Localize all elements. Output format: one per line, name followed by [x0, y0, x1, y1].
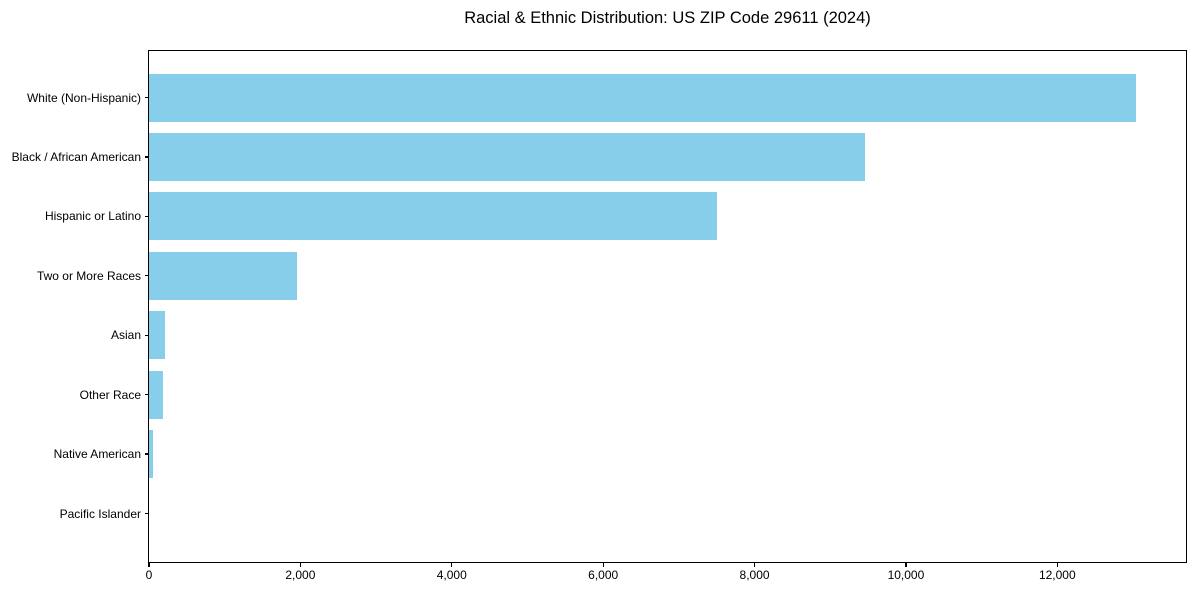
y-tick-label-pacific-islander: Pacific Islander — [59, 506, 141, 521]
x-tick-label-8000: 8,000 — [739, 568, 770, 582]
bar-other-race — [149, 370, 163, 419]
x-tick-mark — [602, 562, 604, 567]
x-tick-label-10000: 10,000 — [887, 568, 925, 582]
bar-white-non-hispanic — [149, 73, 1137, 122]
y-tick-mark — [144, 156, 149, 158]
x-tick-mark — [905, 562, 907, 567]
chart-title: Racial & Ethnic Distribution: US ZIP Cod… — [464, 9, 871, 27]
y-tick-label-black-african-american: Black / African American — [11, 149, 141, 164]
y-tick-mark — [144, 96, 149, 99]
y-tick-label-hispanic-or-latino: Hispanic or Latino — [44, 209, 141, 224]
x-tick-label-0: 0 — [145, 568, 153, 582]
y-tick-label-native-american: Native American — [53, 447, 141, 462]
x-tick-label-6000: 6,000 — [588, 568, 619, 582]
x-tick-mark — [299, 562, 301, 567]
x-tick-mark — [451, 562, 453, 567]
y-tick-mark — [144, 334, 149, 336]
y-tick-mark — [144, 512, 149, 515]
y-tick-label-asian: Asian — [110, 328, 141, 343]
x-tick-label-12000: 12,000 — [1038, 568, 1076, 582]
x-tick-label-2000: 2,000 — [285, 568, 316, 582]
x-tick-mark — [1056, 562, 1058, 567]
bar-two-or-more-races — [149, 251, 297, 300]
bar-black-african-american — [149, 132, 866, 181]
plot-area — [149, 51, 1186, 562]
x-tick-mark — [753, 562, 756, 567]
y-tick-mark — [144, 215, 149, 217]
y-tick-mark — [144, 394, 149, 396]
bar-native-american — [149, 430, 154, 479]
bar-hispanic-or-latino — [149, 192, 718, 241]
y-tick-label-other-race: Other Race — [79, 387, 141, 402]
y-tick-mark — [144, 453, 149, 455]
y-tick-label-white-non-hispanic: White (Non-Hispanic) — [26, 90, 141, 105]
y-tick-label-two-or-more-races: Two or More Races — [36, 268, 141, 283]
bar-asian — [149, 311, 166, 360]
y-tick-mark — [144, 275, 149, 277]
x-tick-mark — [148, 562, 150, 567]
x-tick-label-4000: 4,000 — [436, 568, 467, 582]
